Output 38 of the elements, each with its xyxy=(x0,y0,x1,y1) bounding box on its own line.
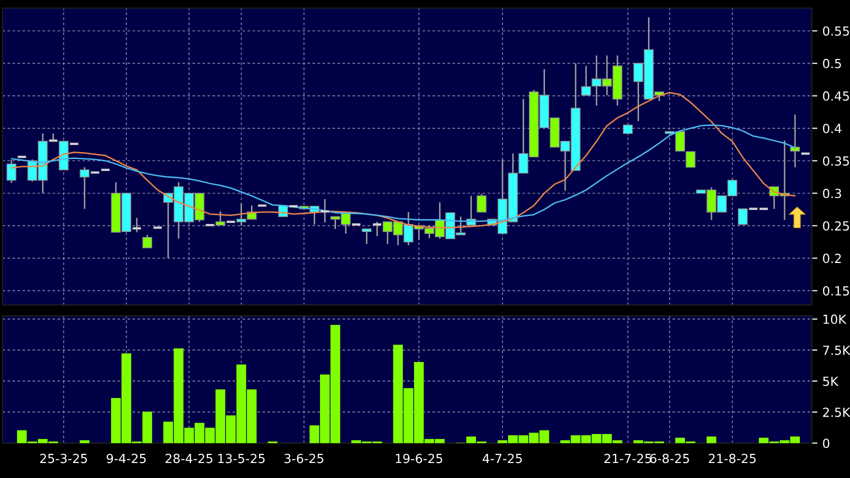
x-tick-label: 19-6-25 xyxy=(396,454,442,464)
y-tick-label: 0 xyxy=(822,438,830,448)
x-tick-label: 21-8-25 xyxy=(708,454,756,464)
x-tick-label: 21-7-25 xyxy=(604,454,652,464)
y-tick-label: 0.55 xyxy=(822,26,849,36)
candlestick xyxy=(6,159,16,184)
x-tick-label: 6-8-25 xyxy=(650,454,689,464)
x-tick-label: 9-4-25 xyxy=(106,454,146,464)
x-tick-label: 28-4-25 xyxy=(166,454,212,464)
y-tick-label: 5K xyxy=(823,376,839,386)
y-tick-label: 0.35 xyxy=(822,156,849,166)
bar xyxy=(706,436,716,444)
candlestick xyxy=(48,132,59,142)
candlestick xyxy=(320,198,330,224)
y-tick-label: 10K xyxy=(824,314,847,324)
candlestick xyxy=(216,210,226,226)
candlestick xyxy=(132,217,142,233)
y-tick-label: 0.3 xyxy=(822,188,842,198)
x-tick-label: 25-3-25 xyxy=(40,454,87,464)
y-tick-label: 0.2 xyxy=(822,254,841,264)
candlestick xyxy=(142,234,152,248)
x-tick-label: 3-6-25 xyxy=(284,454,324,464)
x-tick-label: 13-5-25 xyxy=(218,454,265,464)
candlestick xyxy=(362,228,372,245)
candlestick xyxy=(80,166,90,210)
candlestick xyxy=(790,114,800,168)
bar xyxy=(80,440,90,444)
candlestick xyxy=(476,193,486,213)
x-tick-label: 4-7-25 xyxy=(482,454,522,464)
y-tick-label: 0.25 xyxy=(822,221,849,231)
y-tick-label: 0.4 xyxy=(822,124,842,134)
y-tick-label: 0.45 xyxy=(822,91,849,101)
y-tick-label: 0.15 xyxy=(822,286,849,296)
candlestick xyxy=(686,151,696,168)
candlestick xyxy=(581,65,591,96)
y-tick-label: 0.5 xyxy=(822,58,841,68)
candlestick xyxy=(738,208,748,225)
candlestick xyxy=(372,221,382,237)
